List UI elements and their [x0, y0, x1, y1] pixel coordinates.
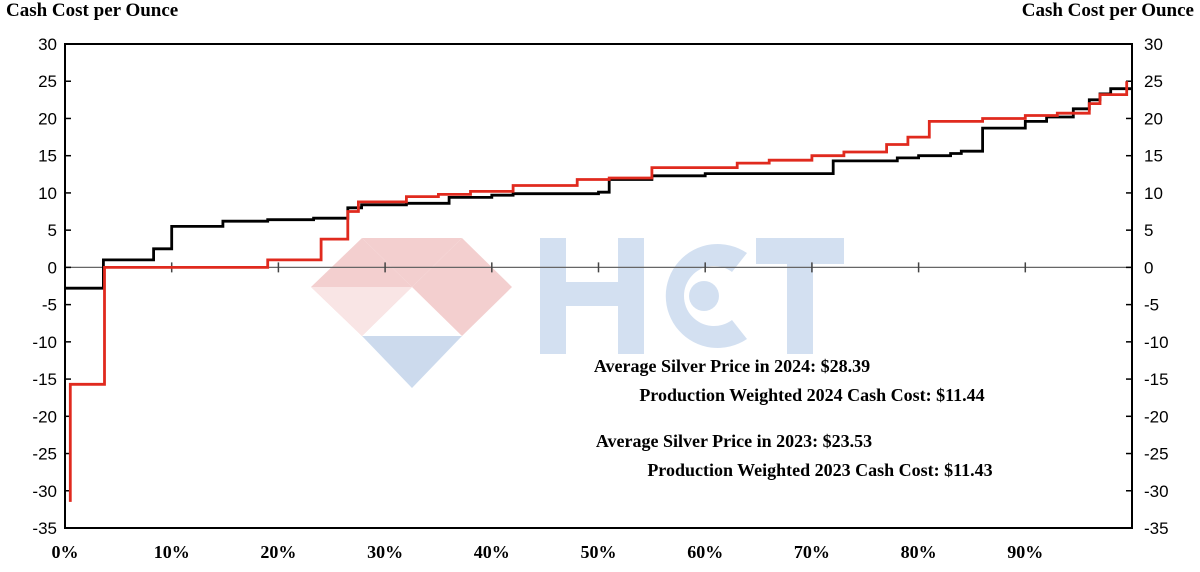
x-tick-label: 10% — [154, 542, 190, 562]
y-tick-label-right: 10 — [1144, 184, 1163, 203]
y-tick-label-right: -5 — [1144, 296, 1159, 315]
y-tick-label-left: -35 — [32, 519, 57, 538]
x-tick-label: 20% — [260, 542, 296, 562]
y-tick-label-left: 30 — [38, 35, 57, 54]
x-tick-label: 40% — [474, 542, 510, 562]
y-tick-label-left: -20 — [32, 407, 57, 426]
y-tick-label-right: -15 — [1144, 370, 1169, 389]
y-tick-label-right: -35 — [1144, 519, 1169, 538]
x-tick-label: 50% — [581, 542, 617, 562]
x-tick-label: 0% — [52, 542, 79, 562]
series-line-2 — [68, 81, 1129, 502]
y-axis-label-right: Cash Cost per Ounce — [1021, 0, 1194, 21]
y-tick-label-left: 10 — [38, 184, 57, 203]
y-tick-label-left: -5 — [42, 296, 57, 315]
x-tick-label: 70% — [794, 542, 830, 562]
y-tick-label-left: 0 — [48, 258, 57, 277]
watermark-logo — [311, 238, 844, 388]
y-axis-label-left: Cash Cost per Ounce — [6, 0, 179, 21]
y-tick-label-right: -10 — [1144, 333, 1169, 352]
y-tick-label-right: 20 — [1144, 109, 1163, 128]
y-tick-label-right: -20 — [1144, 407, 1169, 426]
plot-frame — [64, 43, 1133, 529]
y-tick-label-left: -15 — [32, 370, 57, 389]
y-tick-label-left: 15 — [38, 147, 57, 166]
x-tick-label: 60% — [687, 542, 723, 562]
y-tick-label-left: -25 — [32, 445, 57, 464]
series-line-1 — [65, 87, 1132, 290]
y-tick-label-left: 5 — [48, 221, 57, 240]
annotation-4: Production Weighted 2023 Cash Cost: $11.… — [647, 460, 992, 480]
x-tick-label: 30% — [367, 542, 403, 562]
annotation-2: Production Weighted 2024 Cash Cost: $11.… — [639, 385, 984, 405]
plot-area: 30 30 25 25 20 20 15 15 10 10 5 5 0 0 -5 -5 -10 -10 -15 -15… — [32, 35, 1168, 562]
annotation-3: Average Silver Price in 2023: $23.53 — [596, 431, 872, 451]
y-tick-label-right: 15 — [1144, 147, 1163, 166]
y-tick-label-right: 0 — [1144, 258, 1153, 277]
y-tick-label-right: 25 — [1144, 72, 1163, 91]
y-tick-label-right: 5 — [1144, 221, 1153, 240]
y-tick-label-left: 25 — [38, 72, 57, 91]
y-tick-label-right: -30 — [1144, 482, 1169, 501]
x-tick-label: 90% — [1007, 542, 1043, 562]
y-tick-label-right: 30 — [1144, 35, 1163, 54]
y-tick-label-left: -30 — [32, 482, 57, 501]
annotation-1: Average Silver Price in 2024: $28.39 — [594, 356, 870, 376]
x-tick-label: 80% — [901, 542, 937, 562]
y-tick-label-right: -25 — [1144, 445, 1169, 464]
watermark-letters — [540, 238, 844, 354]
y-tick-label-left: 20 — [38, 109, 57, 128]
y-tick-label-left: -10 — [32, 333, 57, 352]
